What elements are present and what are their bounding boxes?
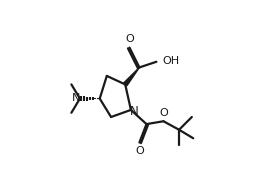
Text: OH: OH bbox=[162, 56, 179, 66]
Polygon shape bbox=[123, 67, 140, 86]
Text: O: O bbox=[125, 34, 134, 44]
Text: N: N bbox=[130, 105, 139, 118]
Text: N: N bbox=[72, 93, 81, 103]
Text: O: O bbox=[135, 146, 144, 156]
Text: O: O bbox=[160, 108, 169, 118]
